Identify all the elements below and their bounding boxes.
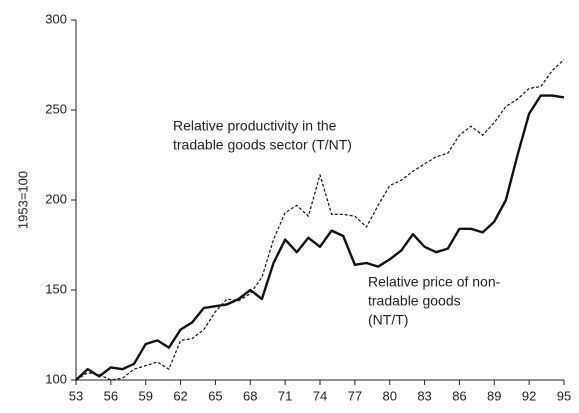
x-tick-label: 71 (278, 388, 292, 403)
x-tick-label: 83 (417, 388, 431, 403)
x-tick-label: 86 (452, 388, 466, 403)
annotation: (NT/T) (368, 312, 408, 328)
x-tick-label: 56 (104, 388, 118, 403)
y-tick-label: 100 (45, 371, 67, 386)
x-tick-label: 95 (557, 388, 571, 403)
y-axis-label: 1953=100 (15, 171, 30, 229)
series-line (75, 94, 565, 381)
y-tick-label: 150 (45, 281, 67, 296)
x-tick-label: 80 (382, 388, 396, 403)
x-tick-label: 92 (522, 388, 536, 403)
annotation: Relative productivity in the (173, 118, 337, 134)
annotation: tradable goods sector (T/NT) (173, 137, 352, 153)
x-tick-label: 74 (313, 388, 327, 403)
x-tick-label: 59 (138, 388, 152, 403)
x-tick-label: 77 (348, 388, 362, 403)
y-tick-label: 300 (45, 11, 67, 26)
y-tick-label: 200 (45, 191, 67, 206)
x-tick-label: 62 (173, 388, 187, 403)
annotation: Relative price of non- (368, 274, 501, 290)
annotation: tradable goods (368, 293, 461, 309)
y-tick-label: 250 (45, 101, 67, 116)
x-tick-label: 53 (69, 388, 83, 403)
x-tick-label: 68 (243, 388, 257, 403)
x-tick-label: 65 (208, 388, 222, 403)
x-tick-label: 89 (487, 388, 501, 403)
series-line (75, 59, 565, 381)
